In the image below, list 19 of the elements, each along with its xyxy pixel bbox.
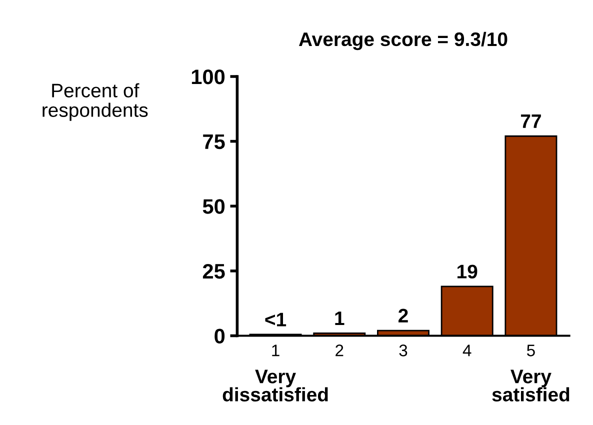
y-tick-label: 100: [192, 70, 225, 84]
data-label: 2: [398, 308, 408, 322]
x-tick-label: 1: [272, 344, 280, 356]
y-tick-label: 75: [203, 134, 225, 150]
data-label: 1: [335, 312, 344, 325]
data-label: 19: [458, 264, 478, 278]
x-tick-label: 2: [336, 344, 344, 356]
y-axis-title: Percent of respondents: [42, 83, 148, 121]
text: Very dissatisfied: [222, 370, 328, 402]
x-tick-label: 4: [462, 344, 472, 356]
data-label: <1: [265, 312, 286, 326]
x-tick-label: 3: [399, 344, 408, 356]
y-tick-label: 25: [202, 264, 225, 279]
text: Very satisfied: [492, 370, 570, 402]
chart-title: Average score = 9.3/10: [298, 32, 508, 50]
y-tick-label: 50: [202, 199, 225, 214]
data-label: 77: [520, 114, 541, 128]
x-tick-label: 5: [526, 344, 535, 356]
y-tick-label: 0: [214, 328, 225, 344]
